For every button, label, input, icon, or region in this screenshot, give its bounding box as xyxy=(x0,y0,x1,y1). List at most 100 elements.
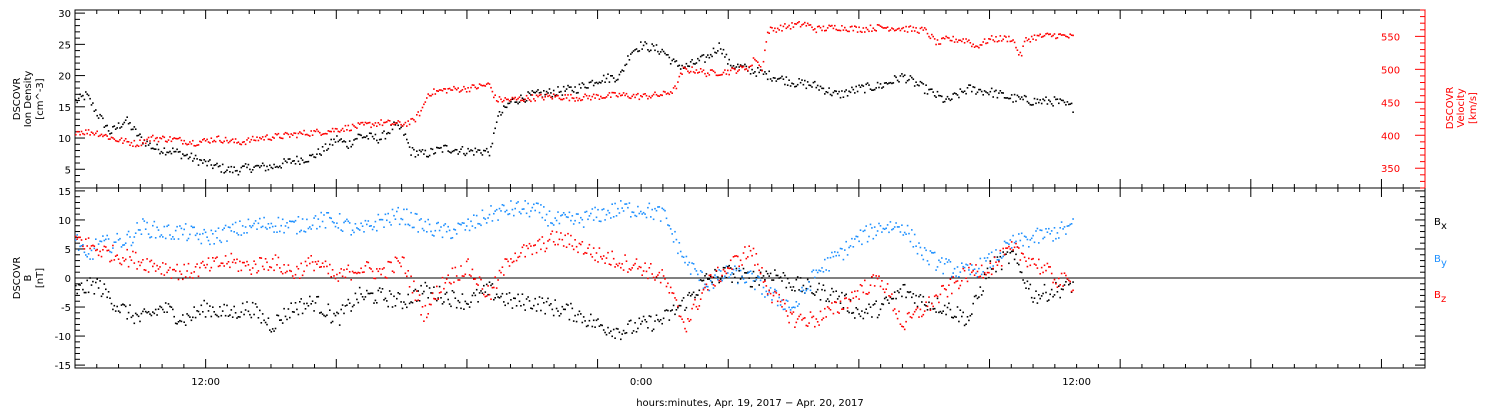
data-point xyxy=(270,331,273,333)
data-point xyxy=(95,109,97,111)
data-point xyxy=(815,31,818,34)
data-point xyxy=(142,259,144,261)
data-point xyxy=(467,87,469,89)
data-point xyxy=(177,151,180,153)
data-point xyxy=(705,283,708,286)
data-point xyxy=(774,290,776,293)
data-point xyxy=(645,216,648,219)
data-point xyxy=(445,291,448,294)
data-point xyxy=(762,286,765,289)
data-point xyxy=(149,142,151,145)
data-point xyxy=(351,229,354,232)
data-point xyxy=(430,147,432,150)
data-point xyxy=(287,264,290,266)
data-point xyxy=(440,89,442,91)
data-point xyxy=(815,291,818,293)
data-point xyxy=(106,234,108,237)
data-point xyxy=(916,252,919,255)
data-point xyxy=(911,76,913,79)
data-point xyxy=(744,68,746,71)
data-point xyxy=(717,50,719,52)
data-point xyxy=(658,53,661,55)
data-point xyxy=(829,309,832,311)
data-point xyxy=(1040,102,1043,105)
data-point xyxy=(431,148,434,151)
data-point xyxy=(722,48,725,51)
data-point xyxy=(654,91,656,94)
data-point xyxy=(504,97,506,99)
data-point xyxy=(667,54,669,56)
data-point xyxy=(420,284,422,287)
data-point xyxy=(938,301,940,304)
data-point xyxy=(498,269,501,272)
data-point xyxy=(394,122,397,124)
data-point xyxy=(580,243,582,246)
data-point xyxy=(398,293,401,295)
data-point xyxy=(454,87,457,90)
data-point xyxy=(521,97,524,99)
data-point xyxy=(838,29,840,32)
data-point xyxy=(925,301,927,303)
data-point xyxy=(591,256,594,258)
data-point xyxy=(454,266,457,269)
data-point xyxy=(758,71,760,74)
bottom-left-tick-label: -5 xyxy=(61,303,71,314)
data-point xyxy=(912,78,915,80)
data-point xyxy=(276,165,278,168)
data-point xyxy=(253,260,255,262)
data-point xyxy=(527,296,529,298)
data-point xyxy=(216,237,218,239)
data-point xyxy=(371,292,374,295)
data-point xyxy=(651,273,653,275)
data-point xyxy=(444,223,447,225)
data-point xyxy=(97,117,100,119)
data-point xyxy=(423,229,425,232)
data-point xyxy=(969,42,972,44)
data-point xyxy=(460,148,462,150)
data-point xyxy=(160,150,163,153)
data-point xyxy=(641,274,643,276)
data-point xyxy=(474,227,477,229)
data-point xyxy=(581,218,584,221)
data-point xyxy=(540,309,542,312)
data-point xyxy=(535,94,538,97)
data-point xyxy=(657,206,659,208)
data-point xyxy=(453,291,455,294)
data-point xyxy=(150,236,153,238)
data-point xyxy=(343,221,345,224)
data-point xyxy=(257,164,260,167)
data-point xyxy=(620,200,622,202)
data-point xyxy=(759,272,762,275)
data-point xyxy=(962,265,964,268)
data-point xyxy=(424,281,427,284)
data-point xyxy=(601,80,603,82)
data-point xyxy=(190,272,193,274)
data-point xyxy=(406,275,408,278)
data-point xyxy=(524,200,526,202)
data-point xyxy=(812,269,815,271)
data-point xyxy=(610,217,612,219)
legend-item-sub-y: y xyxy=(1441,258,1447,269)
data-point xyxy=(778,29,780,31)
data-point xyxy=(580,87,582,89)
data-point xyxy=(846,95,849,97)
data-point xyxy=(227,166,230,168)
data-point xyxy=(249,141,251,143)
data-point xyxy=(437,147,439,149)
data-point xyxy=(635,48,638,50)
data-point xyxy=(985,91,987,93)
data-point xyxy=(260,322,263,324)
data-point xyxy=(918,242,920,244)
data-point xyxy=(230,165,233,168)
data-point xyxy=(170,238,173,240)
data-point xyxy=(682,66,685,69)
data-point xyxy=(598,325,601,327)
data-point xyxy=(184,276,187,278)
data-point xyxy=(364,219,367,222)
data-point xyxy=(705,75,708,78)
data-point xyxy=(538,92,541,94)
data-point xyxy=(735,72,738,74)
data-point xyxy=(183,228,185,231)
data-point xyxy=(762,73,765,75)
data-point xyxy=(334,314,337,317)
